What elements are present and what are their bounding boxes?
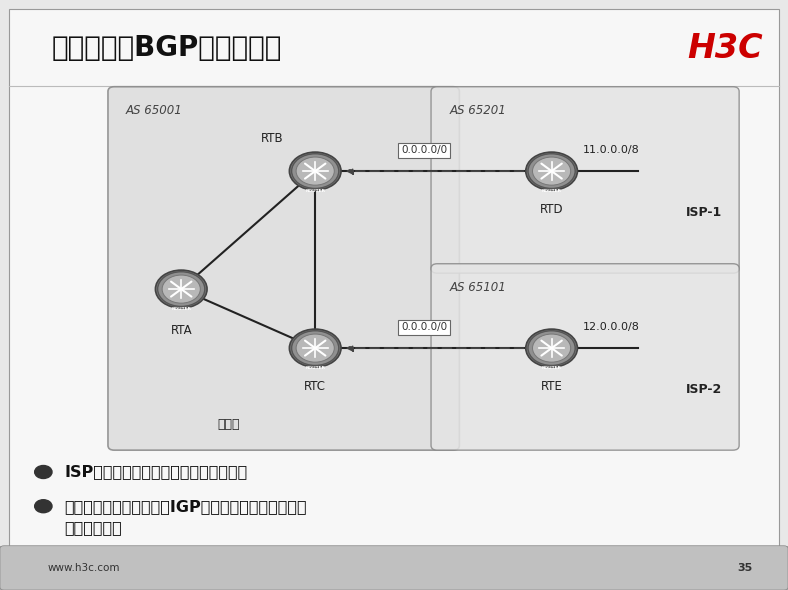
Text: RTC: RTC [304, 380, 326, 393]
Text: 0.0.0.0/0: 0.0.0.0/0 [401, 146, 447, 155]
Text: ROUTER: ROUTER [305, 366, 325, 371]
Text: RTD: RTD [540, 203, 563, 216]
Circle shape [35, 500, 52, 513]
Text: ISP-2: ISP-2 [686, 383, 722, 396]
Ellipse shape [296, 157, 334, 185]
Ellipse shape [155, 270, 207, 308]
FancyBboxPatch shape [0, 546, 788, 590]
Text: ROUTER: ROUTER [541, 366, 562, 371]
Ellipse shape [158, 272, 205, 306]
Text: AS 65201: AS 65201 [449, 104, 506, 117]
Text: 多出口网络BGP部署方式一: 多出口网络BGP部署方式一 [51, 34, 281, 63]
Ellipse shape [296, 334, 334, 362]
Circle shape [35, 466, 52, 478]
Text: ISP边界路由器只发布缺省路由到企业网: ISP边界路由器只发布缺省路由到企业网 [65, 464, 248, 480]
Text: AS 65001: AS 65001 [126, 104, 183, 117]
Text: ROUTER: ROUTER [171, 307, 191, 312]
Text: 12.0.0.0/8: 12.0.0.0/8 [583, 323, 640, 332]
FancyBboxPatch shape [9, 9, 779, 546]
Text: RTE: RTE [541, 380, 563, 393]
Text: 企业网内部的路由器通过IGP来选择从哪一个出口路由: 企业网内部的路由器通过IGP来选择从哪一个出口路由 [65, 499, 307, 514]
Text: 11.0.0.0/8: 11.0.0.0/8 [583, 146, 640, 155]
Ellipse shape [533, 334, 571, 362]
Text: 企业网: 企业网 [217, 418, 240, 431]
Text: www.h3c.com: www.h3c.com [47, 563, 120, 573]
Text: ROUTER: ROUTER [305, 189, 325, 194]
FancyBboxPatch shape [108, 87, 459, 450]
FancyBboxPatch shape [431, 87, 739, 273]
Text: AS 65101: AS 65101 [449, 281, 506, 294]
Ellipse shape [292, 154, 339, 188]
Text: ROUTER: ROUTER [541, 189, 562, 194]
FancyBboxPatch shape [0, 546, 788, 590]
Text: ISP-1: ISP-1 [686, 206, 722, 219]
Ellipse shape [533, 157, 571, 185]
Text: H3C: H3C [687, 32, 763, 65]
Ellipse shape [526, 329, 578, 367]
Text: RTA: RTA [170, 324, 192, 337]
Ellipse shape [528, 331, 575, 365]
Text: 0.0.0.0/0: 0.0.0.0/0 [401, 323, 447, 332]
Ellipse shape [292, 331, 339, 365]
Text: 35: 35 [738, 563, 753, 573]
Ellipse shape [289, 329, 341, 367]
Text: RTB: RTB [261, 132, 283, 145]
Ellipse shape [162, 275, 200, 303]
FancyBboxPatch shape [431, 264, 739, 450]
Ellipse shape [528, 154, 575, 188]
Ellipse shape [289, 152, 341, 190]
Ellipse shape [526, 152, 578, 190]
Text: 器到外部网络: 器到外部网络 [65, 520, 122, 536]
